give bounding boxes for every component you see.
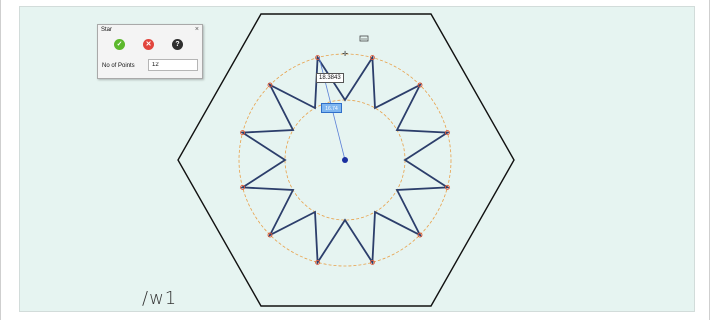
print-marker-icon[interactable] — [359, 35, 369, 42]
star-vertex[interactable] — [240, 130, 246, 136]
star-vertex[interactable] — [315, 55, 321, 61]
star-vertices — [240, 55, 450, 265]
viewport-label: /w1 — [142, 288, 178, 309]
star-vertex[interactable] — [417, 232, 423, 238]
star-dialog: Star × ✓ ✕ ? No of Points — [97, 24, 203, 79]
star-vertex[interactable] — [369, 55, 375, 61]
dimension-edit-input[interactable]: 16.74 — [321, 103, 342, 113]
center-point[interactable] — [342, 157, 348, 163]
star-shape[interactable] — [239, 54, 451, 266]
star-vertex[interactable] — [315, 259, 321, 265]
ok-button[interactable]: ✓ — [114, 39, 125, 50]
move-handle-icon[interactable]: ✛ — [342, 50, 348, 58]
star-vertex[interactable] — [444, 130, 450, 136]
points-field-label: No of Points — [102, 63, 135, 69]
cancel-button[interactable]: ✕ — [143, 39, 154, 50]
star-vertex[interactable] — [417, 82, 423, 88]
star-vertex[interactable] — [369, 259, 375, 265]
dimension-value-label: 18.3843 — [316, 73, 344, 83]
outer-guide-circle — [238, 53, 452, 267]
star-vertex[interactable] — [267, 82, 273, 88]
star-vertex[interactable] — [267, 232, 273, 238]
help-button[interactable]: ? — [172, 39, 183, 50]
hexagon-outline[interactable] — [177, 13, 515, 307]
star-vertex[interactable] — [444, 184, 450, 190]
dialog-title: Star — [101, 27, 113, 33]
star-vertex[interactable] — [240, 184, 246, 190]
close-icon[interactable]: × — [194, 26, 199, 33]
points-input[interactable] — [148, 59, 198, 71]
